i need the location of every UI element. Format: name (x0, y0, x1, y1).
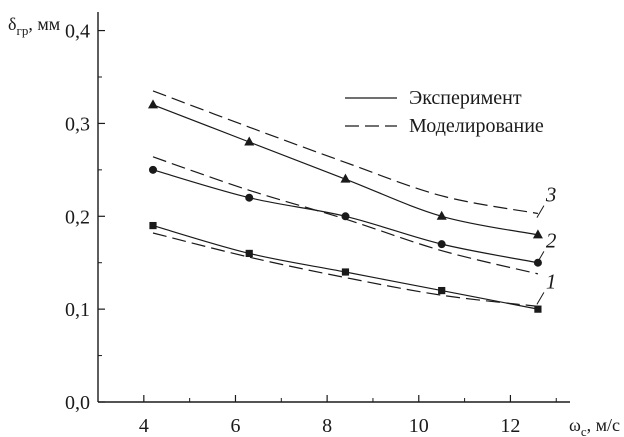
data-point-circle (341, 212, 350, 221)
experiment-curve-1 (152, 224, 539, 310)
curve-label-1: 1 (546, 269, 557, 293)
data-point-triangle (244, 136, 255, 146)
labels: 1 2 3 (536, 183, 557, 305)
data-point-square (149, 221, 157, 230)
x-tick-label: 8 (322, 415, 332, 437)
x-tick-label: 10 (409, 415, 429, 437)
x-tick-label: 12 (500, 415, 520, 437)
y-tick-label: 0,2 (65, 206, 90, 228)
legend-label: Эксперимент (409, 87, 522, 109)
x-axis-label: ωс, м/с (569, 415, 620, 437)
markers (147, 99, 543, 313)
curve-label-leader (536, 251, 545, 264)
data-point-triangle (532, 229, 543, 239)
data-point-square (341, 268, 350, 276)
data-point-circle (148, 165, 157, 174)
curve-label-leader (536, 205, 545, 218)
x-tick-label: 6 (230, 415, 240, 437)
x-tick-label: 4 (139, 415, 149, 437)
data-point-circle (533, 258, 542, 267)
legend: Эксперимент Моделирование (345, 87, 544, 137)
y-tick-label: 0,3 (65, 113, 90, 135)
data-point-circle (437, 240, 446, 249)
model-curve-1 (152, 232, 538, 307)
curve-label-2: 2 (546, 228, 557, 252)
legend-label: Моделирование (409, 115, 544, 137)
curve-label-leader (536, 292, 545, 305)
data-point-square (438, 286, 446, 295)
y-axis-label: δгр, мм (8, 14, 60, 38)
data-point-triangle (147, 99, 158, 109)
data-point-square (534, 305, 542, 313)
model-curve-3 (152, 90, 539, 215)
y-tick-label: 0,0 (65, 392, 90, 414)
y-tick-label: 0,4 (65, 21, 90, 43)
data-point-triangle (436, 210, 447, 220)
data-point-circle (245, 193, 254, 202)
curve-label-3: 3 (545, 183, 557, 207)
data-point-square (245, 249, 253, 258)
y-tick-label: 0,1 (65, 299, 90, 321)
data-point-triangle (340, 173, 351, 183)
